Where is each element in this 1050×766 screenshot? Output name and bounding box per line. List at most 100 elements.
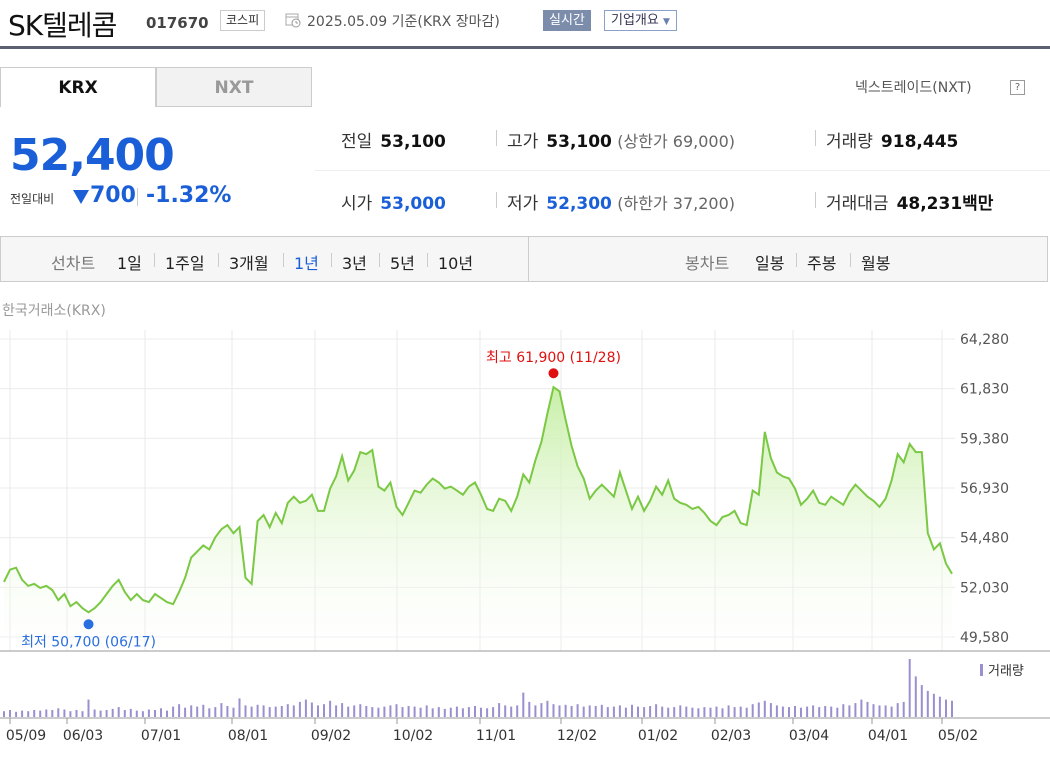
volume-bar (99, 710, 102, 717)
volume-bar (558, 705, 561, 717)
volume-bar (945, 699, 947, 717)
volume-bar (546, 700, 549, 717)
x-tick-label: 08/01 (228, 728, 268, 744)
volume-bar (123, 710, 126, 717)
volume-bar (552, 704, 555, 717)
volume-bar (775, 705, 778, 717)
volume-bar (594, 706, 597, 717)
stat-divider (496, 130, 497, 146)
volume-bar (878, 705, 881, 717)
volume-bar (510, 706, 513, 717)
x-axis: 05/09 06/03 07/01 08/01 09/02 10/02 11/01 12/02… (6, 718, 978, 744)
volume-bar (172, 706, 175, 717)
period-3y[interactable]: 3년 (342, 254, 367, 273)
x-tick-label: 11/01 (476, 728, 516, 744)
volume-bar (111, 708, 114, 717)
period-5y[interactable]: 5년 (390, 254, 415, 273)
stock-header: SK텔레콤 017670 코스피 2025.05.09 기준(KRX 장마감) … (0, 0, 1050, 46)
volume-bar (220, 703, 223, 717)
y-tick-label: 54,480 (960, 531, 1009, 547)
company-info-label: 기업개요 (611, 13, 659, 28)
low-annotation: 최저 50,700 (06/17) (21, 634, 156, 650)
volume-bar (359, 704, 362, 717)
date-basis: 2025.05.09 기준(KRX 장마감) (307, 14, 500, 30)
stat-value: 48,231 (896, 194, 963, 214)
volume-bar (745, 707, 748, 717)
volume-bar (226, 706, 229, 717)
volume-bar (830, 706, 833, 717)
tab-nxt[interactable]: NXT (156, 67, 312, 107)
period-3m[interactable]: 3개월 (229, 254, 269, 273)
period-divider (218, 253, 219, 267)
volume-bar (413, 706, 416, 717)
volume-bar (727, 705, 730, 717)
volume-bar (709, 707, 712, 717)
calendar-clock-icon (285, 13, 301, 28)
period-1w[interactable]: 1주일 (165, 254, 205, 273)
nxt-link[interactable]: 넥스트레이드(NXT) (855, 80, 972, 96)
x-tick-label: 05/02 (938, 728, 978, 744)
volume-bar (184, 707, 187, 717)
y-axis: 64,280 61,830 59,380 56,930 54,480 52,030 49,5… (960, 332, 1009, 646)
volume-bar (63, 709, 66, 717)
volume-bar (872, 704, 875, 717)
period-1d[interactable]: 1일 (117, 254, 142, 273)
stat-value: 918,445 (880, 132, 959, 152)
volume-bar (474, 706, 476, 717)
volume-bar (848, 705, 851, 717)
stat-label: 저가 (507, 194, 539, 214)
volume-bar (3, 711, 5, 717)
volume-bar (250, 706, 253, 717)
volume-bar (395, 704, 398, 717)
volume-bar (262, 705, 265, 717)
stat-value: 53,100 (546, 132, 612, 152)
volume-bar (582, 706, 585, 717)
volume-bar (528, 701, 531, 717)
period-divider (283, 253, 284, 267)
volume-bar (715, 706, 718, 717)
help-icon[interactable]: ? (1010, 80, 1025, 95)
company-info-dropdown[interactable]: 기업개요 ▼ (604, 10, 677, 31)
volume-bar (908, 659, 911, 717)
candle-daily[interactable]: 일봉 (755, 254, 785, 273)
period-1y[interactable]: 1년 (294, 254, 319, 273)
period-divider (427, 253, 428, 267)
market-badge: 코스피 (220, 10, 266, 31)
stat-prev-close: 전일 53,100 (341, 127, 446, 152)
price-stats: 전일 53,100 고가 53,100 (상한가 69,000) 거래량 918,44… (315, 108, 1050, 232)
price-line (3, 385, 953, 614)
volume-bar (147, 709, 150, 717)
volume-bar (21, 710, 24, 717)
stat-label: 전일 (341, 132, 373, 152)
volume-bar (208, 708, 211, 717)
volume-bar (576, 704, 579, 717)
candle-monthly[interactable]: 월봉 (861, 254, 891, 273)
period-divider (379, 253, 380, 267)
realtime-button[interactable]: 실시간 (543, 10, 591, 31)
y-tick-label: 56,930 (960, 481, 1009, 497)
volume-bar (160, 708, 162, 717)
y-tick-label: 49,580 (960, 630, 1009, 646)
volume-bar (353, 705, 356, 717)
period-10y[interactable]: 10년 (438, 254, 474, 273)
volume-bar (214, 707, 217, 717)
stat-divider (815, 192, 816, 208)
volume-bar (612, 706, 615, 717)
volume-bar (190, 705, 193, 717)
candle-weekly[interactable]: 주봉 (807, 254, 837, 273)
period-divider (796, 253, 797, 267)
volume-bar (739, 706, 742, 717)
price-area (4, 387, 952, 651)
volume-bar (818, 707, 821, 717)
volume-bar (618, 705, 621, 717)
x-tick-label: 03/04 (789, 728, 829, 744)
tab-krx[interactable]: KRX (0, 67, 156, 107)
volume-bar (486, 708, 489, 717)
volume-bar (57, 708, 60, 717)
x-tick-label: 09/02 (311, 728, 351, 744)
volume-bar (721, 708, 724, 717)
stat-value: 53,100 (380, 132, 446, 152)
volume-bar (298, 701, 301, 717)
volume-bar (836, 707, 839, 717)
stat-label: 시가 (341, 194, 373, 214)
